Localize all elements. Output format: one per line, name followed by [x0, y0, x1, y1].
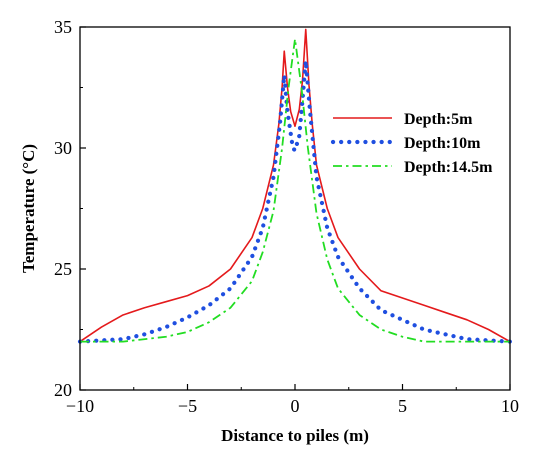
y-tick-label: 20	[54, 380, 72, 400]
y-tick-label: 35	[54, 17, 72, 37]
y-axis-label: Temperature (°C)	[19, 144, 38, 273]
x-tick-label: −10	[66, 396, 94, 416]
x-tick-label: 10	[501, 396, 519, 416]
x-tick-label: 5	[398, 396, 407, 416]
axis-ticks: −10 −5 0 5 10 20 25 30 35	[54, 17, 519, 416]
x-tick-label: 0	[291, 396, 300, 416]
series-line-2	[77, 58, 513, 344]
legend-label-3: Depth:14.5m	[404, 159, 493, 176]
series-line-3	[80, 38, 510, 343]
legend-label-2: Depth:10m	[404, 135, 481, 152]
series-line-1	[79, 28, 511, 343]
plot-lines	[77, 28, 513, 344]
x-axis-label: Distance to piles (m)	[221, 426, 369, 445]
y-tick-label: 30	[54, 138, 72, 158]
x-tick-label: −5	[178, 396, 197, 416]
legend: Depth:5m Depth:10m Depth:14.5m	[330, 111, 493, 176]
y-tick-label: 25	[54, 259, 72, 279]
legend-label-1: Depth:5m	[404, 111, 473, 128]
